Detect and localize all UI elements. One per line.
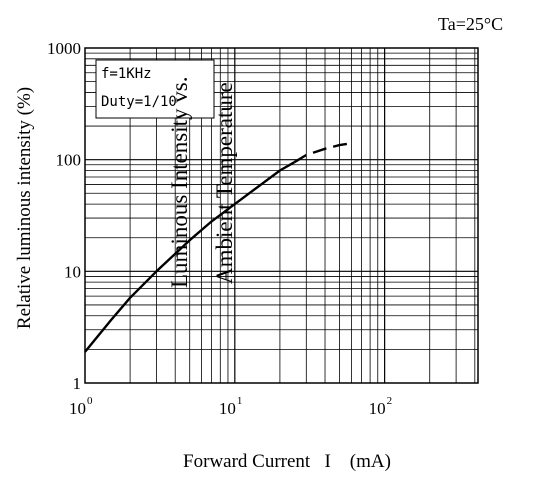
series-layer: [84, 142, 352, 353]
legend-line-1: f=1KHz: [101, 66, 152, 82]
svg-text:10: 10: [219, 399, 236, 418]
y-tick-label: 1: [73, 374, 82, 393]
svg-text:1: 1: [237, 395, 243, 407]
series-line-2: [293, 142, 352, 164]
legend-line-2: Duty=1/10: [101, 94, 177, 110]
svg-text:10: 10: [369, 399, 386, 418]
series-line-1: [84, 161, 295, 353]
svg-text:0: 0: [87, 395, 93, 407]
plot-frame: [84, 47, 479, 384]
title-line-1: Luminous Intensity vs.: [167, 77, 192, 288]
x-tick-label: 10 1: [219, 395, 243, 418]
y-tick-label: 1000: [47, 39, 81, 58]
y-tick-label: 100: [56, 151, 82, 170]
legend-box: f=1KHz Duty=1/10: [95, 59, 215, 119]
x-axis-label: Forward Current I (mA): [183, 451, 391, 472]
title-line-2: Ambient Temperature: [212, 82, 237, 284]
x-tick-label: 10 0: [69, 395, 93, 418]
y-axis-label: Relative luminous intensity (%): [14, 87, 35, 329]
y-tick-label: 10: [64, 262, 81, 281]
x-tick-label: 10 2: [369, 395, 393, 418]
condition-label: Ta=25°C: [438, 14, 503, 34]
svg-text:2: 2: [387, 395, 393, 407]
svg-text:10: 10: [69, 399, 86, 418]
